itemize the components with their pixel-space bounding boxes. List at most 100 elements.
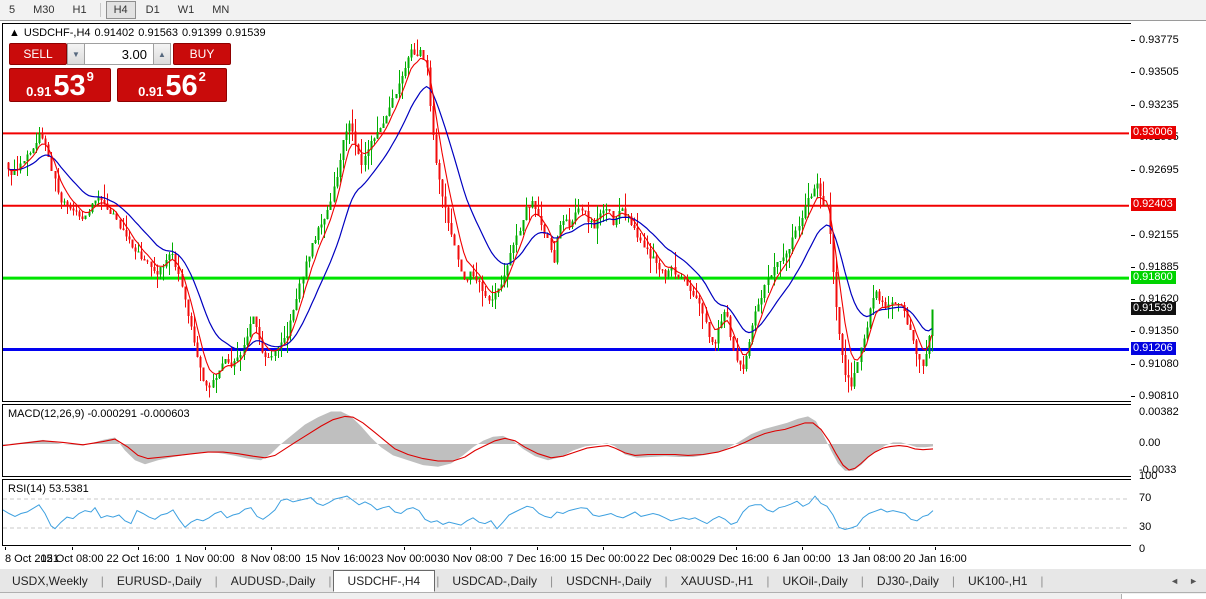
buy-price-prefix: 0.91	[138, 84, 164, 99]
tab-uk100-h1[interactable]: UK100-,H1	[968, 573, 1028, 588]
ohlc-low: 0.91399	[182, 27, 222, 39]
tab-nav-left-icon[interactable]: ◄	[1170, 575, 1180, 586]
macd-panel[interactable]: MACD(12,26,9) -0.000291 -0.000603	[2, 404, 1132, 477]
tab-separator: |	[1040, 573, 1044, 588]
sell-price-big: 53	[53, 70, 86, 102]
price-badge: 0.92403	[1131, 198, 1176, 212]
timeframe-button-h1[interactable]: H1	[72, 4, 87, 16]
rsi-axis-label: 70	[1139, 492, 1152, 504]
time-label: 29 Dec 16:00	[703, 553, 769, 565]
timeframe-button-d1[interactable]: D1	[145, 4, 160, 16]
tab-ukoil-daily[interactable]: UKOil-,Daily	[782, 573, 848, 588]
ohlc-high: 0.91563	[138, 27, 179, 39]
timeframe-button-h4[interactable]: H4	[105, 1, 136, 19]
time-label: 8 Nov 08:00	[241, 553, 301, 565]
tab-xauusd-h1[interactable]: XAUUSD-,H1	[680, 573, 754, 588]
time-tick	[205, 547, 206, 550]
tab-separator: |	[951, 573, 956, 588]
tick-label: 0.91080	[1139, 357, 1179, 370]
volume-decrease-button[interactable]: ▼	[67, 43, 85, 65]
time-tick	[271, 547, 272, 550]
tab-separator: |	[860, 573, 864, 588]
time-label: 20 Jan 16:00	[903, 553, 967, 565]
tick-dash	[1131, 363, 1135, 365]
tick-label: 0.93775	[1139, 34, 1179, 46]
time-tick	[404, 547, 405, 550]
buy-price-display[interactable]: 0.91 56 2	[117, 68, 227, 102]
tick-label: 0.93235	[1139, 98, 1179, 111]
time-label: 22 Dec 08:00	[637, 553, 703, 565]
macd-plot	[3, 411, 934, 471]
sell-price-sup: 9	[86, 69, 94, 84]
tab-separator: |	[328, 573, 332, 588]
volume-increase-button[interactable]: ▲	[153, 43, 171, 65]
macd-label: MACD(12,26,9) -0.000291 -0.000603	[8, 408, 190, 420]
tab-separator: |	[664, 573, 668, 588]
tick-dash	[1131, 298, 1135, 300]
tab-usdx-weekly[interactable]: USDX,Weekly	[12, 573, 88, 588]
tick-dash	[1131, 396, 1135, 397]
tab-dj30-daily[interactable]: DJ30-,Daily	[876, 573, 939, 588]
tick-label: 0.91885	[1139, 260, 1179, 273]
timeframe-button-5[interactable]: 5	[9, 4, 16, 16]
time-tick	[869, 547, 870, 550]
tick-label: 0.92155	[1139, 228, 1179, 241]
tick-dash	[1131, 72, 1135, 74]
time-tick	[470, 547, 471, 550]
time-tick	[935, 547, 936, 550]
time-label: 15 Dec 00:00	[570, 553, 636, 565]
time-tick	[138, 547, 139, 550]
buy-button[interactable]: BUY	[173, 43, 231, 65]
chart-tab-bar: USDX,Weekly | EURUSD-,Daily | AUDUSD-,Daily |…	[0, 569, 1206, 592]
time-tick	[537, 547, 538, 550]
tab-eurusd-daily[interactable]: EURUSD-,Daily	[116, 573, 202, 588]
timeframe-button-mn[interactable]: MN	[212, 4, 230, 16]
tick-label: 0.93505	[1139, 66, 1179, 79]
time-tick	[338, 547, 339, 550]
tab-nav: ◄ ►	[1170, 576, 1206, 586]
macd-axis-label: -0.0033	[1139, 463, 1177, 476]
symbol-ohlc-line: ▲ USDCHF-,H4 0.91402 0.91563 0.91399 0.91539	[9, 27, 270, 39]
symbol-name: USDCHF-,H4	[23, 27, 91, 39]
tick-dash	[1131, 266, 1135, 268]
sell-price-prefix: 0.91	[26, 84, 52, 99]
tab-usdcad-daily[interactable]: USDCAD-,Daily	[452, 573, 538, 588]
rsi-panel[interactable]: RSI(14) 53.5381	[2, 479, 1132, 546]
time-label: 13 Jan 08:00	[837, 553, 901, 565]
time-tick	[670, 547, 671, 550]
time-axis[interactable]: 8 Oct 2021 15 Oct 08:00 22 Oct 16:00 1 Nov …	[2, 547, 1131, 571]
one-click-trade-panel: SELL ▼ 3.00 ▲ BUY 0.91 53 9 0.91 56 2	[9, 43, 231, 102]
time-tick	[72, 547, 73, 550]
collapse-marker-icon[interactable]: ▲	[9, 27, 20, 39]
timeframe-button-w1[interactable]: W1	[177, 4, 195, 16]
timeframe-button-m30[interactable]: M30	[33, 4, 55, 16]
timeframe-toolbar: 5 M30 H1 H4 D1 W1 MN	[0, 0, 1206, 21]
status-box	[1121, 594, 1206, 599]
time-tick	[603, 547, 604, 550]
sell-button[interactable]: SELL	[9, 43, 67, 65]
volume-input[interactable]: 3.00	[85, 43, 153, 65]
tab-audusd-daily[interactable]: AUDUSD-,Daily	[230, 573, 316, 588]
tick-dash	[1131, 331, 1135, 333]
time-label: 15 Oct 08:00	[40, 553, 104, 565]
tick-label: 0.92695	[1139, 163, 1179, 176]
buy-price-big: 56	[165, 70, 198, 102]
rsi-label: RSI(14) 53.5381	[8, 483, 89, 495]
time-label: 22 Oct 16:00	[106, 553, 170, 565]
tab-separator: |	[550, 573, 554, 588]
price-chart-panel[interactable]: ▲ USDCHF-,H4 0.91402 0.91563 0.91399 0.91539 …	[2, 23, 1132, 402]
tick-dash	[1131, 40, 1135, 41]
sell-price-display[interactable]: 0.91 53 9	[9, 68, 111, 102]
time-label: 30 Nov 08:00	[437, 553, 503, 565]
tab-separator: |	[100, 573, 104, 588]
tab-separator: |	[766, 573, 770, 588]
tab-usdcnh-daily[interactable]: USDCNH-,Daily	[566, 573, 652, 588]
price-axis[interactable]: 0.937750.935050.932350.929650.926950.921…	[1131, 21, 1206, 569]
tab-usdchf-h4[interactable]: USDCHF-,H4	[332, 569, 436, 592]
tab-separator: |	[436, 573, 440, 588]
price-badge: 0.91800	[1131, 270, 1176, 284]
ohlc-open: 0.91402	[94, 27, 135, 39]
tab-nav-right-icon[interactable]: ►	[1189, 575, 1198, 586]
time-tick	[802, 547, 803, 550]
